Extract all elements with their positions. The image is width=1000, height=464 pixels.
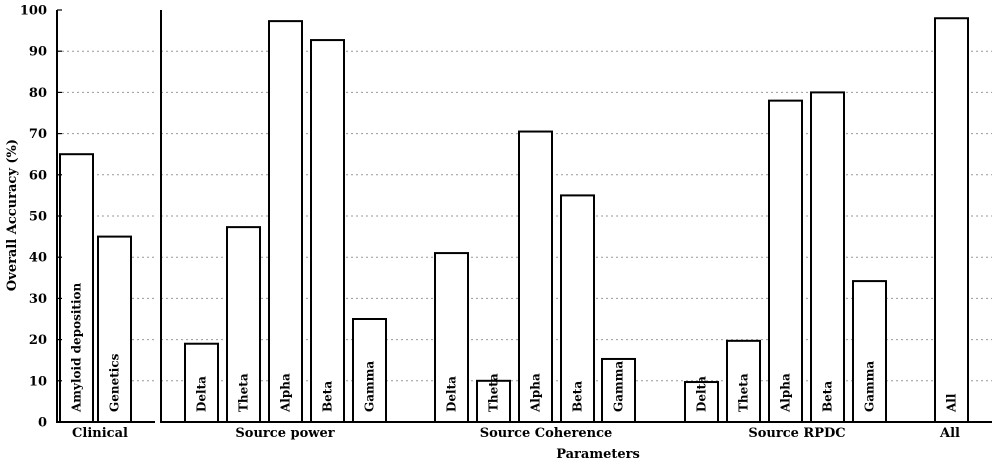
group-label: Source RPDC: [748, 426, 845, 441]
bar: [59, 153, 94, 423]
bar: [518, 130, 553, 423]
bar: [310, 39, 345, 424]
bar-label: Delta: [195, 376, 209, 412]
group-label: Source Coherence: [480, 426, 613, 441]
bar: [726, 339, 761, 423]
bar-label: Alpha: [279, 373, 293, 413]
bar: [810, 91, 845, 424]
bar-label: Delta: [445, 376, 459, 412]
bar-label: Delta: [695, 376, 709, 412]
y-tick-labels: 0 10 20 30 40 50 60 70 80 90 100: [20, 4, 47, 431]
bar-label: Theta: [737, 373, 751, 412]
bar-label: Beta: [571, 381, 585, 412]
group-label: Clinical: [72, 426, 128, 441]
bar-label: Gamma: [363, 361, 377, 412]
y-tick-label: 100: [20, 4, 47, 19]
group-label: Source power: [235, 426, 334, 441]
bar-label: Gamma: [863, 361, 877, 412]
y-axis-title: Overall Accuracy (%): [5, 139, 20, 291]
bar-label: Theta: [487, 373, 501, 412]
axes-frame: [56, 9, 992, 423]
y-tick-label: 30: [29, 292, 47, 307]
y-tick-label: 50: [29, 210, 47, 225]
y-tick-label: 10: [29, 374, 47, 389]
y-tick-label: 80: [29, 86, 47, 101]
y-tick-label: 20: [29, 333, 47, 348]
bar-label: Beta: [821, 381, 835, 412]
bar: [934, 17, 969, 424]
bar: [268, 20, 303, 424]
y-tick-label: 70: [29, 127, 47, 142]
x-axis-title: Parameters: [556, 447, 640, 462]
bars: Amyloid deposition Genetics Delta Theta Alph…: [59, 17, 969, 424]
bar: [852, 280, 887, 424]
y-tick-label: 60: [29, 168, 47, 183]
y-tick-label: 0: [38, 416, 47, 431]
group-label: All: [939, 426, 960, 441]
bar-label: All: [945, 393, 959, 413]
y-tick-label: 90: [29, 45, 47, 60]
bar-label: Amyloid deposition: [70, 282, 84, 413]
bar: [768, 99, 803, 423]
axis-frame-eeg: [160, 10, 992, 423]
group-labels: Clinical Source power Source Coherence Sour…: [72, 426, 960, 441]
bar-label: Theta: [237, 373, 251, 412]
bar-label: Alpha: [779, 373, 793, 413]
bar-label: Beta: [321, 381, 335, 412]
bar-label: Alpha: [529, 373, 543, 413]
bar: [684, 381, 719, 424]
bar-label: Gamma: [612, 361, 626, 412]
bar: [560, 194, 595, 423]
y-tick-label: 40: [29, 251, 47, 266]
bar-label: Genetics: [108, 353, 122, 412]
